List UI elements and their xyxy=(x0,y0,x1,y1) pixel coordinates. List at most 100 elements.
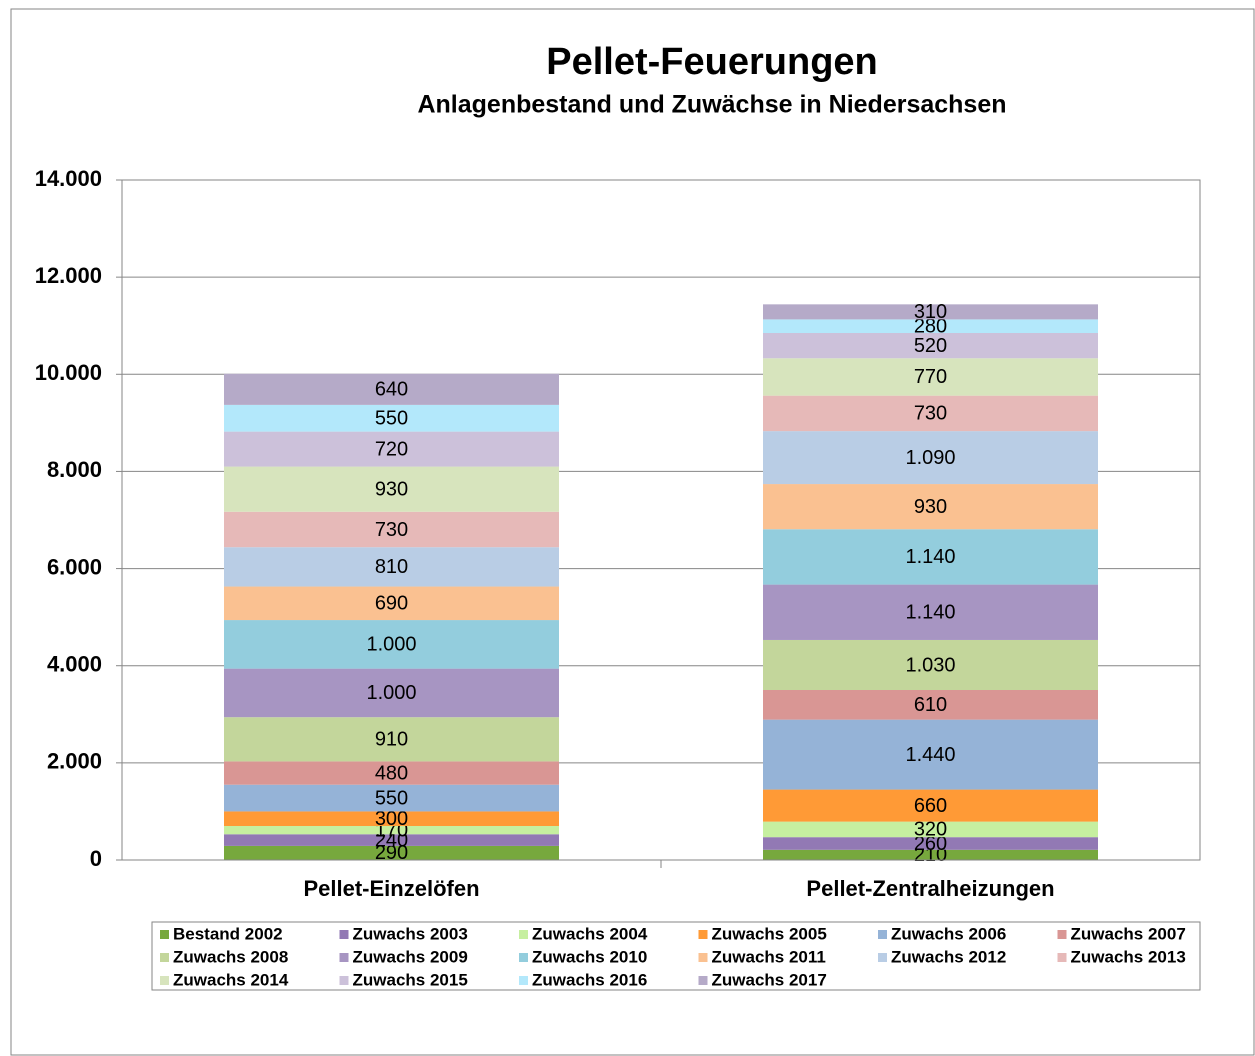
legend-label: Zuwachs 2009 xyxy=(353,947,468,966)
legend-label: Zuwachs 2016 xyxy=(532,970,647,989)
value-label: 290 xyxy=(375,842,408,864)
bar-segment xyxy=(224,547,559,587)
bar-segment xyxy=(763,431,1098,485)
bar-segment xyxy=(224,586,559,621)
legend-label: Zuwachs 2012 xyxy=(891,947,1006,966)
value-label: 1.000 xyxy=(366,634,416,656)
y-tick-label: 10.000 xyxy=(35,360,102,385)
bar-segment xyxy=(763,584,1098,640)
bar-segment xyxy=(224,845,559,860)
y-tick-label: 8.000 xyxy=(47,457,102,482)
legend-swatch xyxy=(698,953,708,962)
legend-swatch xyxy=(160,953,169,962)
bar-segment xyxy=(224,373,559,405)
bar-segment xyxy=(224,811,559,826)
y-tick-label: 0 xyxy=(90,846,102,871)
bar-segment xyxy=(763,395,1098,432)
legend-swatch xyxy=(878,930,887,939)
value-label: 1.140 xyxy=(905,546,955,568)
value-label: 240 xyxy=(375,829,408,851)
legend-swatch xyxy=(519,930,528,939)
bar-segment xyxy=(763,358,1098,396)
value-label: 810 xyxy=(375,556,408,578)
value-label: 730 xyxy=(375,519,408,541)
bar-segment xyxy=(224,466,559,512)
value-label: 610 xyxy=(914,694,947,716)
legend-swatch xyxy=(698,930,708,939)
bar-segment xyxy=(763,319,1098,333)
legend-label: Zuwachs 2010 xyxy=(532,947,647,966)
legend-swatch xyxy=(339,953,349,962)
legend-label: Zuwachs 2003 xyxy=(353,924,468,943)
bar-segment xyxy=(763,690,1098,720)
bar-segment xyxy=(763,789,1098,822)
legend-swatch xyxy=(519,976,528,985)
bar-segment xyxy=(763,529,1098,585)
bar-segment xyxy=(224,668,559,718)
value-label: 300 xyxy=(375,808,408,830)
legend-box xyxy=(151,921,1201,991)
x-tick-label: Pellet-Zentralheizungen xyxy=(806,876,1054,901)
legend-label: Zuwachs 2014 xyxy=(173,970,289,989)
legend-swatch xyxy=(339,930,349,939)
legend-swatch xyxy=(160,930,169,939)
bar-segment xyxy=(763,333,1098,359)
bar-segment xyxy=(224,784,559,812)
value-label: 720 xyxy=(375,438,408,460)
legend-swatch xyxy=(160,976,169,985)
value-label: 520 xyxy=(914,335,947,357)
value-label: 1.000 xyxy=(366,682,416,704)
value-label: 930 xyxy=(375,478,408,500)
bar-segment xyxy=(763,837,1098,850)
value-label: 730 xyxy=(914,403,947,425)
legend-label: Zuwachs 2007 xyxy=(1071,924,1186,943)
legend-swatch xyxy=(1057,930,1067,939)
legend-label: Zuwachs 2008 xyxy=(173,947,288,966)
value-label: 640 xyxy=(375,379,408,401)
legend-label: Zuwachs 2013 xyxy=(1071,947,1186,966)
value-label: 770 xyxy=(914,366,947,388)
bar-segment xyxy=(224,826,559,835)
value-label: 320 xyxy=(914,819,947,841)
legend-label: Zuwachs 2005 xyxy=(712,924,827,943)
bar-segment xyxy=(763,821,1098,838)
bar-segment xyxy=(224,620,559,669)
y-tick-label: 4.000 xyxy=(47,652,102,677)
bar-segment xyxy=(224,761,559,785)
bar-segment xyxy=(763,719,1098,790)
bar-segment xyxy=(224,834,559,846)
bar-segment xyxy=(224,431,559,467)
legend-label: Zuwachs 2015 xyxy=(353,970,468,989)
value-label: 1.030 xyxy=(905,654,955,676)
x-tick-label: Pellet-Einzelöfen xyxy=(303,876,479,901)
bar-segment xyxy=(224,404,559,432)
value-label: 1.440 xyxy=(905,744,955,766)
bar-segment xyxy=(763,304,1098,320)
value-label: 930 xyxy=(914,496,947,518)
value-label: 550 xyxy=(375,787,408,809)
legend-swatch xyxy=(878,953,887,962)
bar-segment xyxy=(224,717,559,762)
legend-label: Zuwachs 2004 xyxy=(532,924,648,943)
value-label: 310 xyxy=(914,301,947,323)
bar-segment xyxy=(763,849,1098,860)
legend-label: Zuwachs 2011 xyxy=(712,947,826,966)
bar-segment xyxy=(763,639,1098,690)
value-label: 280 xyxy=(914,315,947,337)
value-label: 1.140 xyxy=(905,602,955,624)
legend-label: Bestand 2002 xyxy=(173,924,283,943)
legend-swatch xyxy=(339,976,349,985)
legend-swatch xyxy=(1057,953,1067,962)
value-label: 1.090 xyxy=(905,447,955,469)
value-label: 910 xyxy=(375,729,408,751)
chart-title: Pellet-Feuerungen xyxy=(546,41,878,83)
y-tick-label: 6.000 xyxy=(47,554,102,579)
chart-subtitle: Anlagenbestand und Zuwächse in Niedersac… xyxy=(417,91,1006,119)
legend-swatch xyxy=(519,953,528,962)
y-tick-label: 2.000 xyxy=(47,749,102,774)
legend-swatch xyxy=(698,976,708,985)
value-label: 480 xyxy=(375,762,408,784)
legend-label: Zuwachs 2017 xyxy=(712,970,827,989)
value-label: 690 xyxy=(375,593,408,615)
